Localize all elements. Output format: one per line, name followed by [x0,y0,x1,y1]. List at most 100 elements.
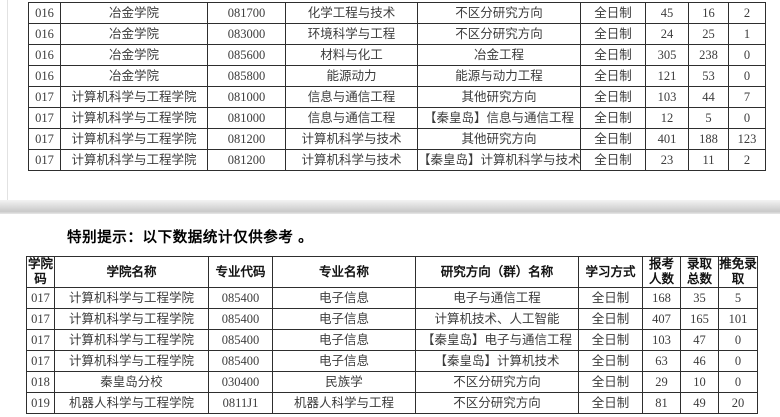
table-cell: 11 [688,149,729,171]
column-header: 推免录取 [718,256,758,288]
table-row: 016 冶金学院 083000 环境科学与工程 不区分研究方向 全日制 24 25 1 [28,23,766,45]
table-cell: 计算机科学与工程学院 [60,128,208,150]
table-cell: 0 [718,329,758,351]
table-cell: 35 [680,287,719,309]
table-cell: 全日制 [580,44,646,66]
table-cell: 秦皇岛分校 [54,371,209,393]
table-cell: 化学工程与技术 [285,2,418,24]
table-cell: 81 [642,392,681,414]
table-cell: 电子信息 [272,350,416,372]
table-cell: 25 [688,23,729,45]
table-cell: 7 [728,86,766,108]
table-row: 017 计算机科学与工程学院 081200 计算机科学与技术 其他研究方向 全日制 401 1… [28,128,766,150]
table-cell: 2 [728,2,766,24]
table-cell: 冶金工程 [417,44,581,66]
table-cell: 冶金学院 [60,65,208,87]
column-header: 学院名称 [54,256,209,288]
table-cell: 能源动力 [285,65,418,87]
table-cell: 019 [26,392,55,414]
table-cell: 017 [26,329,55,351]
table-row: 017 计算机科学与工程学院 085400 电子信息 【秦皇岛】计算机技术 全日制 63 46… [26,350,758,372]
table-cell: 不区分研究方向 [417,2,581,24]
table-row: 016 冶金学院 085600 材料与化工 冶金工程 全日制 305 238 0 [28,44,766,66]
table-cell: 085800 [207,65,286,87]
table-cell: 民族学 [272,371,416,393]
table-cell: 【秦皇岛】信息与通信工程 [417,107,581,129]
header-row: 学院码 学院名称 专业代码 专业名称 研究方向（群）名称 学习方式 报考人数 录取总数 推免录取 [26,256,758,288]
column-header: 录取总数 [680,256,719,288]
table-cell: 冶金学院 [60,2,208,24]
table-cell: 【秦皇岛】计算机技术 [415,350,579,372]
table-cell: 018 [26,371,55,393]
table-cell: 全日制 [578,287,643,309]
table-cell: 10 [680,371,719,393]
table-cell: 0 [728,44,766,66]
table-cell: 计算机科学与工程学院 [54,350,209,372]
table-cell: 全日制 [578,371,643,393]
table-cell: 016 [28,2,61,24]
table-cell: 103 [642,329,681,351]
page-separator [0,200,780,214]
table-cell: 12 [645,107,689,129]
table-cell: 计算机技术、人工智能 [415,308,579,330]
table-cell: 016 [28,65,61,87]
table-cell: 238 [688,44,729,66]
column-header: 报考人数 [642,256,681,288]
table-cell: 017 [26,287,55,309]
table-cell: 081000 [207,107,286,129]
table-cell: 电子信息 [272,308,416,330]
table-cell: 计算机科学与工程学院 [60,149,208,171]
table-cell: 计算机科学与技术 [285,149,418,171]
table-cell: 085400 [208,350,273,372]
table-cell: 其他研究方向 [417,128,581,150]
table-cell: 不区分研究方向 [415,371,579,393]
table-cell: 23 [645,149,689,171]
table-cell: 016 [28,44,61,66]
table-cell: 085400 [208,308,273,330]
admissions-stats-table-body: 017 计算机科学与工程学院 085400 电子信息 电子与通信工程 全日制 168 35 5 0… [26,287,758,414]
table-cell: 0 [728,107,766,129]
table-cell: 冶金学院 [60,44,208,66]
table-cell: 2 [728,149,766,171]
table-cell: 44 [688,86,729,108]
table-cell: 电子与通信工程 [415,287,579,309]
table-cell: 017 [28,149,61,171]
column-header: 学院码 [26,256,55,288]
table-cell: 017 [28,128,61,150]
table-cell: 5 [718,287,758,309]
table-cell: 083000 [207,23,286,45]
table-cell: 计算机科学与工程学院 [54,308,209,330]
table-row: 019 机器人科学与工程学院 0811J1 机器人科学与工程 不区分研究方向 全日制 81 4… [26,392,758,414]
table-row: 018 秦皇岛分校 030400 民族学 不区分研究方向 全日制 29 10 0 [26,371,758,393]
table-cell: 123 [728,128,766,150]
table-cell: 030400 [208,371,273,393]
table-cell: 信息与通信工程 [285,86,418,108]
table-cell: 冶金学院 [60,23,208,45]
table-cell: 全日制 [580,86,646,108]
table-cell: 0 [718,371,758,393]
table-cell: 45 [645,2,689,24]
table-cell: 【秦皇岛】电子与通信工程 [415,329,579,351]
table-cell: 材料与化工 [285,44,418,66]
table-cell: 全日制 [578,308,643,330]
table-cell: 5 [688,107,729,129]
table-cell: 121 [645,65,689,87]
table-cell: 信息与通信工程 [285,107,418,129]
table-cell: 全日制 [580,23,646,45]
table-cell: 机器人科学与工程 [272,392,416,414]
table-cell: 017 [26,350,55,372]
table-cell: 016 [28,23,61,45]
table-cell: 017 [26,308,55,330]
table-cell: 计算机科学与技术 [285,128,418,150]
table-cell: 不区分研究方向 [415,392,579,414]
table-cell: 机器人科学与工程学院 [54,392,209,414]
notice-text: 特别提示：以下数据统计仅供参考 。 [67,230,314,246]
table-cell: 081200 [207,128,286,150]
table-cell: 53 [688,65,729,87]
table-cell: 017 [28,107,61,129]
table-cell: 其他研究方向 [417,86,581,108]
column-header: 专业名称 [272,256,416,288]
table-row: 017 计算机科学与工程学院 081000 信息与通信工程 其他研究方向 全日制 103 44… [28,86,766,108]
table-cell: 081000 [207,86,286,108]
table-cell: 全日制 [580,2,646,24]
